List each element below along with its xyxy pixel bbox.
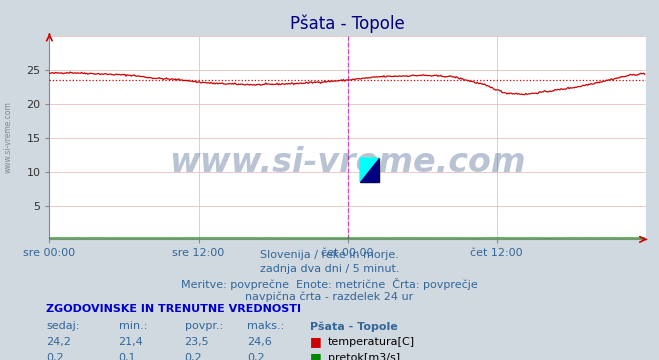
Text: maks.:: maks.: [247, 321, 285, 331]
Text: 0,2: 0,2 [185, 353, 202, 360]
Text: 0,2: 0,2 [46, 353, 64, 360]
Text: ■: ■ [310, 335, 322, 348]
Text: zadnja dva dni / 5 minut.: zadnja dva dni / 5 minut. [260, 264, 399, 274]
Text: ■: ■ [310, 351, 322, 360]
Text: 21,4: 21,4 [119, 337, 144, 347]
Title: Pšata - Topole: Pšata - Topole [290, 14, 405, 33]
Text: navpična črta - razdelek 24 ur: navpična črta - razdelek 24 ur [245, 291, 414, 302]
Text: Pšata - Topole: Pšata - Topole [310, 321, 397, 332]
Text: pretok[m3/s]: pretok[m3/s] [328, 353, 400, 360]
Text: 24,2: 24,2 [46, 337, 71, 347]
Text: 0,2: 0,2 [247, 353, 265, 360]
Text: Slovenija / reke in morje.: Slovenija / reke in morje. [260, 250, 399, 260]
Polygon shape [360, 158, 379, 182]
Text: www.si-vreme.com: www.si-vreme.com [4, 101, 13, 173]
Polygon shape [360, 158, 379, 182]
Polygon shape [360, 158, 379, 182]
Text: Meritve: povprečne  Enote: metrične  Črta: povprečje: Meritve: povprečne Enote: metrične Črta:… [181, 278, 478, 289]
Text: 23,5: 23,5 [185, 337, 209, 347]
Text: www.si-vreme.com: www.si-vreme.com [169, 145, 526, 179]
Text: povpr.:: povpr.: [185, 321, 223, 331]
Text: 0,1: 0,1 [119, 353, 136, 360]
Text: 24,6: 24,6 [247, 337, 272, 347]
Text: temperatura[C]: temperatura[C] [328, 337, 415, 347]
Text: ZGODOVINSKE IN TRENUTNE VREDNOSTI: ZGODOVINSKE IN TRENUTNE VREDNOSTI [46, 304, 301, 314]
Text: min.:: min.: [119, 321, 147, 331]
Text: sedaj:: sedaj: [46, 321, 80, 331]
